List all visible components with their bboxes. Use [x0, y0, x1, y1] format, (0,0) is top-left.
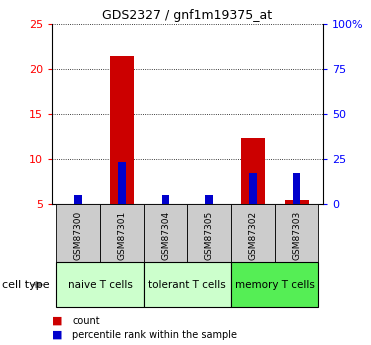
Bar [162, 195, 170, 204]
Text: GSM87303: GSM87303 [292, 210, 301, 260]
Bar [110, 56, 134, 204]
Bar [187, 204, 231, 262]
Text: GSM87302: GSM87302 [248, 210, 257, 260]
Text: count: count [72, 316, 100, 326]
Bar [144, 204, 187, 262]
Text: GSM87304: GSM87304 [161, 210, 170, 260]
Text: tolerant T cells: tolerant T cells [148, 280, 226, 289]
Bar [293, 173, 301, 204]
Text: memory T cells: memory T cells [235, 280, 315, 289]
Bar [100, 204, 144, 262]
Bar [231, 262, 318, 307]
Text: percentile rank within the sample: percentile rank within the sample [72, 330, 237, 339]
Bar [205, 195, 213, 204]
Text: GSM87301: GSM87301 [117, 210, 127, 260]
Bar [56, 262, 144, 307]
Bar [275, 204, 318, 262]
Bar [118, 162, 126, 204]
Bar [231, 204, 275, 262]
Bar [241, 138, 265, 204]
Title: GDS2327 / gnf1m19375_at: GDS2327 / gnf1m19375_at [102, 9, 272, 22]
Text: ■: ■ [52, 330, 62, 339]
Text: cell type: cell type [2, 280, 49, 289]
Text: ■: ■ [52, 316, 62, 326]
Text: GSM87305: GSM87305 [205, 210, 214, 260]
Bar [249, 173, 257, 204]
Text: naive T cells: naive T cells [68, 280, 132, 289]
Text: GSM87300: GSM87300 [74, 210, 83, 260]
Bar [56, 204, 100, 262]
Bar [285, 200, 309, 204]
Bar [74, 195, 82, 204]
Bar [144, 262, 231, 307]
